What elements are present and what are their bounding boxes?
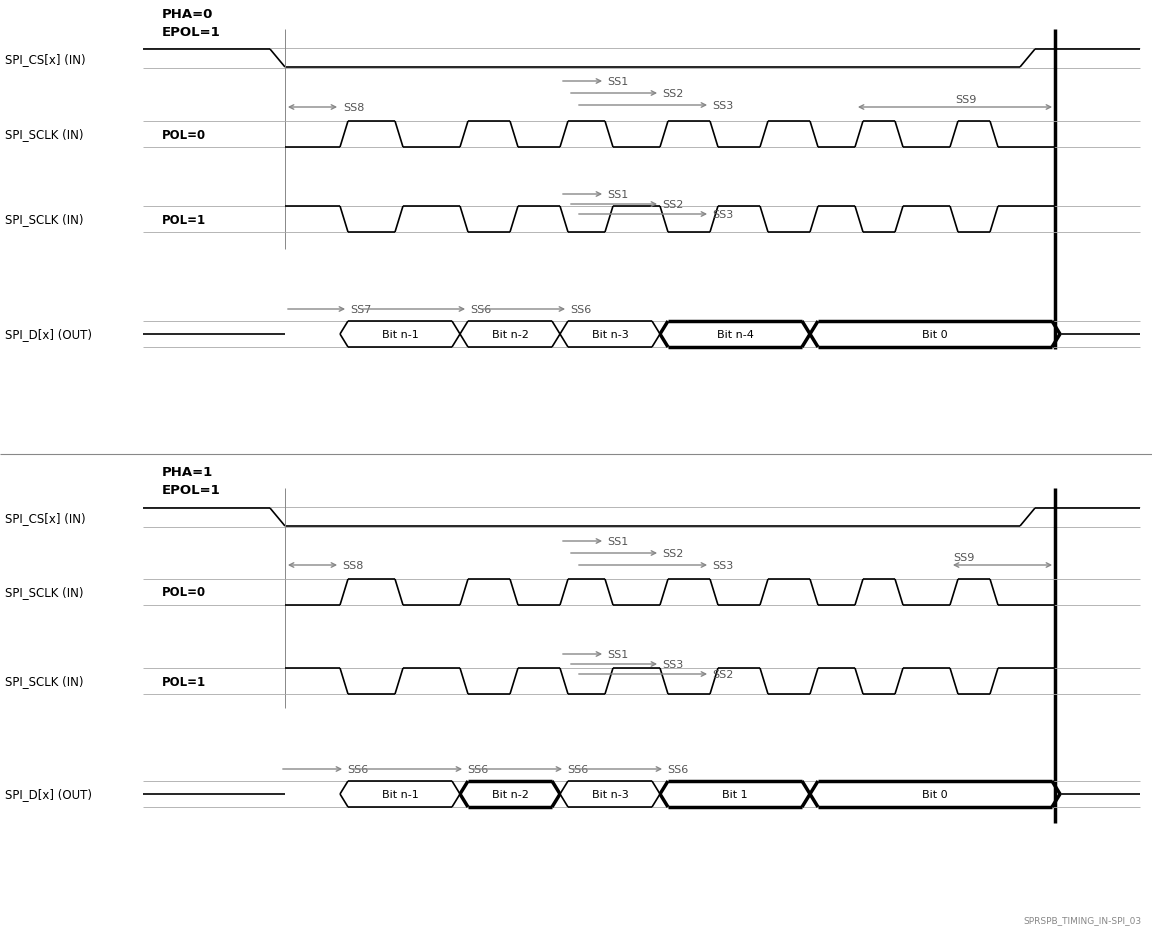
Text: SPI_CS[x] (IN): SPI_CS[x] (IN)	[5, 54, 85, 67]
Text: SS6: SS6	[470, 304, 491, 315]
Text: SS6: SS6	[667, 764, 688, 774]
Text: SPI_SCLK (IN): SPI_SCLK (IN)	[5, 586, 83, 599]
Text: Bit 1: Bit 1	[722, 789, 748, 799]
Text: Bit n-3: Bit n-3	[592, 789, 628, 799]
Text: Bit 0: Bit 0	[923, 329, 948, 340]
Text: Bit n-3: Bit n-3	[592, 329, 628, 340]
Text: Bit 0: Bit 0	[923, 789, 948, 799]
Text: Bit n-1: Bit n-1	[381, 329, 418, 340]
Text: SS6: SS6	[467, 764, 488, 774]
Text: SS3: SS3	[712, 210, 734, 220]
Text: SPI_CS[x] (IN): SPI_CS[x] (IN)	[5, 512, 85, 525]
Text: SS8: SS8	[343, 103, 364, 113]
Text: SS1: SS1	[607, 536, 628, 547]
Text: SPI_D[x] (OUT): SPI_D[x] (OUT)	[5, 329, 92, 342]
Text: POL=1: POL=1	[162, 213, 206, 226]
Text: POL=0: POL=0	[162, 586, 206, 599]
Text: Bit n-4: Bit n-4	[717, 329, 753, 340]
Text: SPI_SCLK (IN): SPI_SCLK (IN)	[5, 128, 83, 141]
Text: SPI_SCLK (IN): SPI_SCLK (IN)	[5, 675, 83, 688]
Text: SS2: SS2	[662, 89, 683, 99]
Text: SS8: SS8	[342, 561, 363, 571]
Text: PHA=1: PHA=1	[162, 466, 213, 479]
Text: SS1: SS1	[607, 190, 628, 200]
Text: SS2: SS2	[662, 200, 683, 210]
Text: Bit n-1: Bit n-1	[381, 789, 418, 799]
Text: SS7: SS7	[350, 304, 371, 315]
Text: SS2: SS2	[662, 548, 683, 559]
Text: SPRSPB_TIMING_IN-SPI_03: SPRSPB_TIMING_IN-SPI_03	[1024, 916, 1142, 924]
Text: SS6: SS6	[570, 304, 591, 315]
Text: PHA=0: PHA=0	[162, 7, 213, 20]
Text: SS3: SS3	[712, 101, 734, 110]
Text: POL=0: POL=0	[162, 128, 206, 141]
Text: SS9: SS9	[955, 95, 977, 105]
Text: Bit n-2: Bit n-2	[492, 329, 529, 340]
Text: SS1: SS1	[607, 650, 628, 659]
Text: EPOL=1: EPOL=1	[162, 25, 221, 38]
Text: Bit n-2: Bit n-2	[492, 789, 529, 799]
Text: SS1: SS1	[607, 77, 628, 87]
Text: SS3: SS3	[712, 561, 734, 571]
Text: POL=1: POL=1	[162, 675, 206, 688]
Text: SS2: SS2	[712, 669, 734, 679]
Text: SPI_SCLK (IN): SPI_SCLK (IN)	[5, 213, 83, 226]
Text: SS6: SS6	[347, 764, 369, 774]
Text: SS3: SS3	[662, 659, 683, 669]
Text: SPI_D[x] (OUT): SPI_D[x] (OUT)	[5, 788, 92, 801]
Text: EPOL=1: EPOL=1	[162, 484, 221, 497]
Text: SS9: SS9	[953, 552, 975, 562]
Text: SS6: SS6	[567, 764, 589, 774]
